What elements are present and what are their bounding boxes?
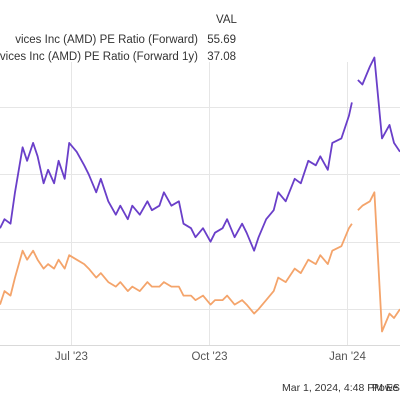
legend-label: vices Inc (AMD) PE Ratio (Forward 1y) <box>0 51 198 63</box>
series-line-forward-1y <box>0 223 353 315</box>
series-line-forward <box>0 102 353 252</box>
series-line-forward <box>357 56 400 153</box>
x-tick-label: Jul '23 <box>55 351 88 363</box>
x-tick-label: Oct '23 <box>191 351 227 363</box>
timestamp: Mar 1, 2024, 4:48 PM EST <box>282 382 400 394</box>
x-tick-labels: Jul '23 Oct '23 Jan '24 <box>55 351 366 363</box>
legend-value-header: VAL <box>216 14 237 26</box>
x-tick-label: Jan '24 <box>329 351 366 363</box>
legend-value: 55.69 <box>207 34 236 46</box>
legend-entry-forward[interactable]: vices Inc (AMD) PE Ratio (Forward) 55.69 <box>0 32 250 49</box>
series-line-forward-1y <box>357 191 400 333</box>
legend-label: vices Inc (AMD) PE Ratio (Forward) <box>15 34 198 46</box>
series-lines <box>0 56 400 333</box>
legend-entry-forward-1y[interactable]: vices Inc (AMD) PE Ratio (Forward 1y) 37… <box>0 49 250 66</box>
attribution: Powe <box>372 382 399 394</box>
grid-lines <box>0 62 400 346</box>
legend-value: 37.08 <box>207 51 236 63</box>
